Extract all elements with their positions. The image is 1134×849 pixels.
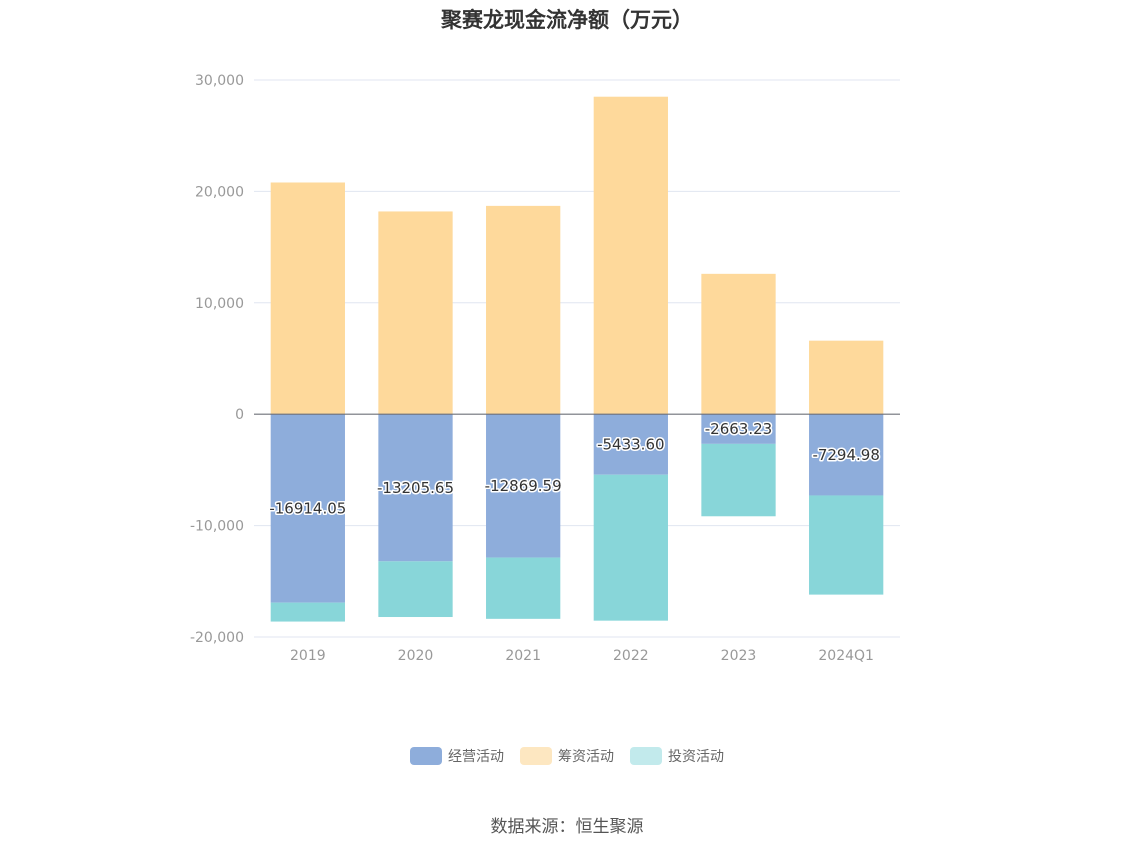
x-tick-label: 2020 — [398, 648, 434, 664]
y-tick-label: 0 — [235, 407, 244, 423]
bar-operating — [378, 414, 453, 562]
bar-layer — [270, 96, 884, 622]
bar-operating — [701, 414, 776, 444]
legend-swatch-investing — [630, 747, 662, 765]
bar-investing — [701, 443, 776, 517]
chart-title: 聚赛龙现金流净额（万元） — [441, 8, 693, 32]
bar-investing — [809, 495, 884, 595]
label-layer: -16914.05 -13205.65 -12869.59 -5433.60 -2663… — [268, 419, 882, 519]
bar-financing — [701, 273, 776, 415]
bar-investing — [378, 561, 453, 618]
bar-financing — [593, 96, 668, 415]
data-label: -5433.60 — [597, 435, 664, 453]
bar-investing — [486, 557, 561, 619]
y-tick-label: 20,000 — [195, 184, 244, 200]
bar-operating — [486, 414, 561, 558]
legend-swatch-operating — [410, 747, 442, 765]
y-tick-label: -20,000 — [190, 630, 244, 646]
legend-item-operating[interactable]: 经营活动 — [410, 746, 504, 766]
y-tick-label: -10,000 — [190, 519, 244, 535]
bar-financing — [378, 211, 453, 415]
data-source: 数据来源：恒生聚源 — [490, 817, 644, 837]
data-label: -7294.98 — [812, 446, 879, 464]
data-label: -12869.59 — [485, 477, 562, 495]
legend-label-operating: 经营活动 — [448, 749, 504, 765]
x-tick-label: 2023 — [721, 648, 757, 664]
grid-layer — [254, 79, 900, 638]
bar-operating — [593, 414, 668, 475]
data-label: -2663.23 — [705, 420, 772, 438]
x-tick-label: 2021 — [505, 648, 541, 664]
legend-item-financing[interactable]: 筹资活动 — [520, 746, 614, 766]
y-tick-label: 30,000 — [195, 73, 244, 89]
axis-layer: 30,000 20,000 10,000 0 -10,000 -20,000 2019 202… — [190, 73, 900, 664]
legend: 经营活动 筹资活动 投资活动 — [0, 746, 1134, 766]
legend-item-investing[interactable]: 投资活动 — [630, 746, 724, 766]
x-tick-label: 2019 — [290, 648, 326, 664]
x-tick-label: 2022 — [613, 648, 649, 664]
bar-operating — [809, 414, 884, 496]
data-label: -16914.05 — [269, 499, 346, 517]
legend-label-financing: 筹资活动 — [558, 749, 614, 765]
y-tick-label: 10,000 — [195, 296, 244, 312]
bar-financing — [486, 205, 561, 415]
legend-label-investing: 投资活动 — [668, 749, 724, 765]
data-label: -13205.65 — [377, 479, 454, 497]
legend-swatch-financing — [520, 747, 552, 765]
bar-investing — [270, 602, 345, 622]
bar-financing — [270, 182, 345, 415]
x-tick-label: 2024Q1 — [818, 648, 874, 664]
bar-operating — [270, 414, 345, 603]
bar-investing — [593, 474, 668, 621]
bar-financing — [809, 340, 884, 415]
